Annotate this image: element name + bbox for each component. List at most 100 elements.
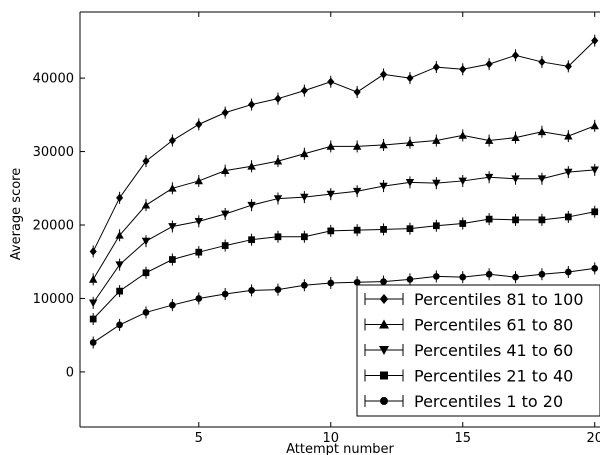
data-point	[485, 270, 493, 278]
data-point	[379, 140, 388, 149]
data-point	[432, 222, 440, 230]
series-line	[92, 40, 596, 252]
data-point	[326, 190, 335, 199]
x-tick-label: 15	[454, 431, 471, 446]
data-point	[116, 321, 123, 329]
data-point	[459, 65, 467, 74]
data-point	[353, 226, 361, 234]
x-tick-label: 5	[195, 431, 203, 446]
data-point	[168, 136, 176, 145]
series-3	[88, 163, 599, 309]
y-axis-label: Average score	[9, 168, 24, 260]
data-point	[511, 175, 520, 183]
data-point	[484, 173, 494, 182]
data-point	[89, 315, 97, 323]
legend-entry: Percentiles 1 to 20	[364, 392, 563, 411]
data-point	[458, 177, 467, 186]
data-point	[564, 213, 572, 221]
data-point	[380, 278, 387, 285]
data-point	[247, 201, 256, 210]
legend-label: Percentiles 21 to 40	[414, 367, 573, 386]
data-point	[512, 273, 519, 281]
series-line	[92, 211, 595, 320]
data-point	[432, 62, 440, 72]
legend-marker	[380, 371, 388, 380]
data-point	[485, 215, 493, 223]
legend-marker	[379, 294, 389, 304]
data-point	[564, 131, 573, 140]
data-point	[538, 270, 546, 278]
data-point	[432, 179, 441, 188]
data-point	[591, 264, 599, 272]
data-point	[537, 175, 547, 183]
series-5	[89, 262, 599, 349]
data-point	[168, 223, 177, 231]
data-point	[248, 100, 256, 109]
data-point	[459, 273, 467, 281]
legend-label: Percentiles 1 to 20	[414, 392, 563, 411]
data-point	[142, 156, 150, 166]
data-point	[380, 226, 387, 233]
data-point	[195, 295, 203, 302]
legend-label: Percentiles 61 to 80	[414, 316, 573, 335]
data-point	[247, 162, 256, 170]
data-point	[274, 94, 282, 103]
data-point	[432, 136, 441, 144]
y-tick-label: 30000	[33, 145, 74, 160]
data-point	[327, 227, 335, 235]
data-point	[511, 133, 520, 141]
legend-entry: Percentiles 41 to 60	[364, 341, 573, 360]
data-point	[88, 299, 98, 308]
data-point	[326, 142, 335, 150]
data-point	[195, 248, 203, 256]
legend-entry: Percentiles 61 to 80	[364, 316, 573, 335]
plot-area: 5 10 15 20 0 10000 20000 30000 40000	[33, 11, 600, 446]
data-point	[406, 225, 414, 233]
data-point	[590, 166, 599, 175]
data-point	[352, 187, 362, 196]
data-point	[484, 136, 494, 144]
x-axis-label: Attempt number	[286, 442, 394, 455]
data-point	[327, 77, 335, 86]
data-point	[590, 121, 599, 130]
y-tick-label: 40000	[33, 72, 74, 87]
series-1	[89, 34, 599, 258]
legend-label: Percentiles 41 to 60	[414, 341, 573, 360]
x-tick-label: 10	[322, 431, 339, 446]
data-point	[273, 156, 283, 165]
data-point	[353, 278, 361, 286]
legend-entry: Percentiles 81 to 100	[364, 290, 584, 309]
x-tick-label: 20	[586, 431, 600, 446]
legend-entry: Percentiles 21 to 40	[364, 367, 573, 386]
data-point	[591, 36, 599, 45]
data-point	[301, 233, 308, 241]
data-point	[169, 301, 176, 309]
series-line	[92, 125, 595, 280]
data-point	[220, 210, 230, 219]
series-line	[92, 267, 595, 343]
data-point	[406, 73, 414, 83]
data-point	[537, 127, 547, 136]
data-point	[300, 149, 309, 158]
series-2	[88, 119, 599, 286]
data-point	[353, 87, 361, 97]
data-point	[406, 276, 414, 283]
data-point	[459, 220, 467, 227]
data-point	[352, 142, 362, 150]
data-point	[142, 269, 150, 277]
data-point	[274, 233, 282, 241]
data-point	[115, 261, 124, 269]
data-point	[301, 281, 308, 289]
data-point	[274, 286, 282, 294]
y-tick-label: 20000	[33, 219, 74, 234]
data-point	[458, 131, 467, 139]
data-point	[538, 57, 546, 67]
data-point	[221, 108, 229, 117]
data-point	[273, 195, 283, 203]
data-point	[511, 51, 520, 60]
data-point	[88, 275, 98, 283]
data-point	[221, 290, 229, 298]
data-point	[300, 86, 308, 95]
data-point	[248, 287, 255, 294]
data-point	[169, 256, 176, 263]
